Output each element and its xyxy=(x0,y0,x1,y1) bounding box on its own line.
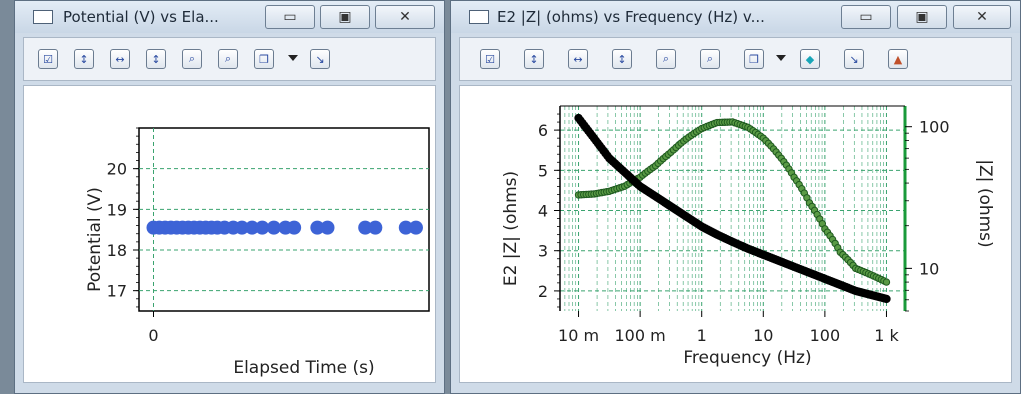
zoom-in-icon[interactable]: ⌕ xyxy=(656,49,676,69)
dropdown-icon[interactable] xyxy=(288,55,298,61)
y2-axis-label: |Z| (ohms) xyxy=(975,159,995,247)
title-bar[interactable]: E2 |Z| (ohms) vs Frequency (Hz) v... ▭ ▣… xyxy=(451,1,1020,33)
chart-window-icon xyxy=(469,10,489,24)
data-point xyxy=(234,220,249,235)
curve-icon[interactable]: ↘ xyxy=(310,49,330,69)
peak-icon[interactable]: ▲ xyxy=(888,49,908,69)
y-tick-label: 6 xyxy=(538,121,548,140)
zoom-out-icon[interactable]: ⌕ xyxy=(700,49,720,69)
window-title: Potential (V) vs Ela... xyxy=(63,8,219,26)
copy-icon[interactable]: ❐ xyxy=(254,49,274,69)
marker-icon[interactable]: ◆ xyxy=(800,49,820,69)
close-icon: ✕ xyxy=(976,9,988,25)
plot-toolbar: ☑ ↕ ↔ ↕ ⌕ ⌕ ❐ ↘ xyxy=(23,37,436,81)
y-tick-label: 19 xyxy=(107,200,127,219)
close-button[interactable]: ✕ xyxy=(375,5,435,29)
y2-axis-scale-icon[interactable]: ↕ xyxy=(146,49,166,69)
plot-area: 2 3 4 5 6 10 100 10 m 100 m 1 10 100 1 k Frequency (H… xyxy=(459,85,1012,383)
plot-background xyxy=(560,106,905,311)
window-title: E2 |Z| (ohms) vs Frequency (Hz) v... xyxy=(497,8,765,26)
data-point xyxy=(287,220,302,235)
x-axis-label: Frequency (Hz) xyxy=(683,348,811,368)
data-point xyxy=(368,220,383,235)
maximize-icon: ▣ xyxy=(915,9,929,25)
minimize-button[interactable]: ▭ xyxy=(841,5,891,29)
data-point xyxy=(358,220,373,235)
impedance-chart[interactable]: 2 3 4 5 6 10 100 10 m 100 m 1 10 100 1 k Frequency (H… xyxy=(460,86,1013,384)
potential-plot-window: Potential (V) vs Ela... ▭ ▣ ✕ ☑ ↕ ↔ ↕ ⌕ … xyxy=(14,0,445,394)
x-tick-label: 10 m xyxy=(558,326,599,345)
y-tick-label: 5 xyxy=(538,161,548,180)
data-point xyxy=(882,294,891,304)
x-tick-label: 1 xyxy=(697,326,707,345)
y-tick-label: 4 xyxy=(538,202,548,221)
data-point xyxy=(245,220,260,235)
data-point xyxy=(398,220,413,235)
copy-icon[interactable]: ❐ xyxy=(744,49,764,69)
y2-tick-label: 100 xyxy=(919,118,950,137)
y-axis-label: Potential (V) xyxy=(85,187,105,292)
x-axis-scale-icon[interactable]: ↔ xyxy=(110,49,130,69)
y-axis-scale-icon[interactable]: ↕ xyxy=(74,49,94,69)
x-tick-label: 100 xyxy=(810,326,841,345)
y-tick-label: 18 xyxy=(107,241,127,260)
plot-toolbar: ☑ ↕ ↔ ↕ ⌕ ⌕ ❐ ◆ ↘ ▲ xyxy=(459,37,1012,81)
data-point xyxy=(882,278,891,286)
minimize-icon: ▭ xyxy=(283,9,297,25)
zoom-out-icon[interactable]: ⌕ xyxy=(218,49,238,69)
minimize-icon: ▭ xyxy=(859,9,873,25)
data-point xyxy=(408,220,423,235)
plot-settings-icon[interactable]: ☑ xyxy=(480,49,500,69)
close-button[interactable]: ✕ xyxy=(953,5,1011,29)
x-tick-label: 1 k xyxy=(874,326,899,345)
plot-area: 17 18 19 20 0 Elapsed Time (s) Potential (V) xyxy=(23,85,436,383)
data-point xyxy=(255,220,270,235)
y-tick-label: 20 xyxy=(107,160,127,179)
y2-axis-scale-icon[interactable]: ↕ xyxy=(612,49,632,69)
y-axis-scale-icon[interactable]: ↕ xyxy=(524,49,544,69)
minimize-button[interactable]: ▭ xyxy=(265,5,315,29)
data-point xyxy=(266,220,281,235)
maximize-button[interactable]: ▣ xyxy=(320,5,370,29)
title-bar[interactable]: Potential (V) vs Ela... ▭ ▣ ✕ xyxy=(15,1,444,33)
y-tick-label: 17 xyxy=(107,282,127,301)
x-tick-label: 10 xyxy=(753,326,773,345)
x-axis-label: Elapsed Time (s) xyxy=(233,358,374,378)
maximize-icon: ▣ xyxy=(338,9,352,25)
maximize-button[interactable]: ▣ xyxy=(897,5,947,29)
dropdown-icon[interactable] xyxy=(776,55,786,61)
curve-fit-icon[interactable]: ↘ xyxy=(844,49,864,69)
y2-tick-label: 10 xyxy=(919,259,939,278)
data-point xyxy=(320,220,335,235)
x-axis-scale-icon[interactable]: ↔ xyxy=(568,49,588,69)
impedance-plot-window: E2 |Z| (ohms) vs Frequency (Hz) v... ▭ ▣… xyxy=(450,0,1021,394)
x-tick-label: 100 m xyxy=(615,326,666,345)
y-tick-label: 2 xyxy=(538,282,548,301)
potential-chart[interactable]: 17 18 19 20 0 Elapsed Time (s) Potential (V) xyxy=(24,86,437,384)
data-point xyxy=(310,220,325,235)
x-tick-label: 0 xyxy=(148,326,158,345)
plot-frame xyxy=(138,127,430,312)
plot-settings-icon[interactable]: ☑ xyxy=(38,49,58,69)
chart-window-icon xyxy=(33,10,53,24)
close-icon: ✕ xyxy=(399,9,411,25)
y-axis-label: E2 |Z| (ohms) xyxy=(501,171,521,286)
y-tick-label: 3 xyxy=(538,242,548,261)
zoom-in-icon[interactable]: ⌕ xyxy=(182,49,202,69)
